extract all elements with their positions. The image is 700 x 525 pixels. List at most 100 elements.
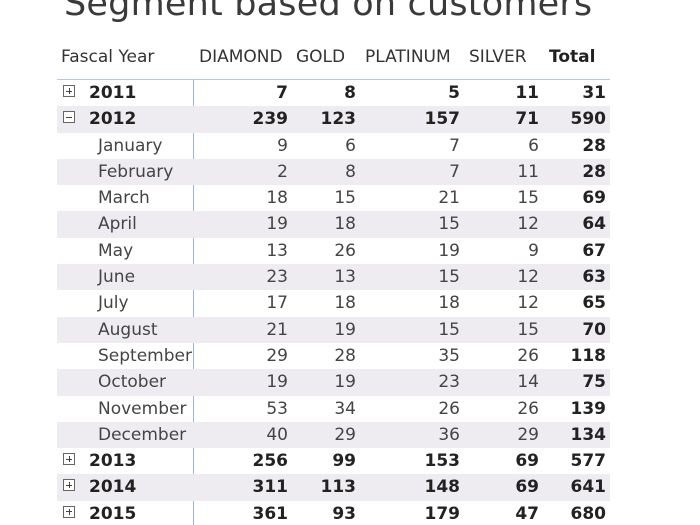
expand-icon[interactable] — [63, 505, 75, 518]
cell-diamond: 53 — [266, 398, 288, 419]
expand-icon[interactable] — [63, 479, 75, 492]
column-header-fiscal-year[interactable]: Fascal Year — [61, 47, 155, 67]
cell-total: 134 — [570, 424, 607, 445]
cell-silver: 11 — [515, 83, 539, 103]
expand-icon[interactable] — [63, 85, 75, 97]
cell-gold: 34 — [334, 398, 356, 419]
cell-platinum: 179 — [424, 503, 461, 524]
collapse-icon[interactable] — [63, 111, 75, 124]
cell-platinum: 36 — [438, 424, 460, 445]
row-header-divider — [193, 80, 194, 525]
cell-platinum: 18 — [438, 293, 460, 314]
cell-platinum: 26 — [438, 398, 460, 419]
cell-platinum: 19 — [438, 240, 460, 261]
matrix-month-row[interactable]: February 2 8 7 11 28 — [57, 158, 610, 186]
cell-total: 31 — [582, 83, 606, 103]
column-header-silver[interactable]: SILVER — [469, 47, 527, 67]
cell-silver: 47 — [515, 503, 539, 524]
matrix-month-row[interactable]: May 13 26 19 9 67 — [57, 238, 610, 264]
matrix-month-row[interactable]: January 9 6 7 6 28 — [57, 133, 610, 159]
cell-gold: 19 — [334, 372, 356, 393]
visual-title: Segment based on customers — [64, 0, 593, 24]
cell-platinum: 35 — [438, 345, 460, 366]
cell-total: 65 — [582, 293, 606, 314]
matrix-month-row[interactable]: March 18 15 21 15 69 — [57, 185, 610, 211]
matrix-month-row[interactable]: November 53 34 26 26 139 — [57, 396, 610, 422]
cell-gold: 18 — [334, 214, 356, 235]
row-label: 2011 — [89, 83, 137, 103]
matrix-month-row[interactable]: July 17 18 18 12 65 — [57, 290, 610, 316]
row-label: July — [98, 293, 129, 314]
cell-gold: 99 — [332, 451, 356, 472]
cell-diamond: 2 — [277, 161, 288, 182]
cell-platinum: 15 — [438, 267, 460, 288]
cell-diamond: 18 — [266, 188, 288, 209]
cell-diamond: 9 — [277, 135, 288, 156]
cell-total: 590 — [570, 109, 607, 130]
row-label: February — [98, 161, 174, 182]
cell-silver: 29 — [517, 424, 539, 445]
row-label: May — [98, 240, 134, 261]
matrix-year-row[interactable]: 2013 256 99 153 69 577 — [57, 448, 610, 474]
cell-platinum: 148 — [424, 477, 461, 498]
cell-gold: 8 — [345, 161, 356, 182]
cell-silver: 69 — [515, 477, 539, 498]
row-label: 2015 — [89, 503, 137, 524]
cell-gold: 19 — [334, 319, 356, 340]
row-label: January — [98, 135, 163, 156]
cell-total: 64 — [582, 214, 606, 235]
row-label: October — [98, 372, 167, 393]
column-header-total[interactable]: Total — [549, 47, 596, 67]
cell-platinum: 157 — [424, 109, 461, 130]
matrix-year-row[interactable]: 2011 7 8 5 11 31 — [57, 80, 610, 106]
matrix-body: 2011 7 8 5 11 31 2012 239 123 157 71 590 January 9 6 7 6… — [57, 80, 610, 525]
matrix-year-row[interactable]: 2015 361 93 179 47 680 — [57, 501, 610, 525]
cell-total: 118 — [570, 345, 607, 366]
column-header-gold[interactable]: GOLD — [296, 47, 346, 67]
column-header-platinum[interactable]: PLATINUM — [365, 47, 451, 67]
cell-diamond: 29 — [266, 345, 288, 366]
cell-total: 28 — [582, 135, 606, 156]
matrix-month-row[interactable]: September 29 28 35 26 118 — [57, 343, 610, 369]
row-label: December — [98, 424, 187, 445]
cell-platinum: 7 — [449, 135, 460, 156]
row-label: August — [98, 319, 158, 340]
cell-silver: 12 — [517, 214, 539, 235]
cell-gold: 13 — [334, 267, 356, 288]
cell-platinum: 5 — [448, 83, 460, 103]
cell-gold: 93 — [332, 503, 356, 524]
row-label: March — [98, 188, 150, 209]
row-label: September — [98, 345, 192, 366]
cell-total: 139 — [570, 398, 607, 419]
cell-total: 70 — [582, 319, 606, 340]
cell-diamond: 23 — [266, 267, 288, 288]
matrix-year-row[interactable]: 2014 311 113 148 69 641 — [57, 474, 610, 501]
cell-gold: 6 — [345, 135, 356, 156]
cell-total: 69 — [582, 188, 606, 209]
matrix-month-row[interactable]: June 23 13 15 12 63 — [57, 264, 610, 291]
matrix-month-row[interactable]: April 19 18 15 12 64 — [57, 211, 610, 238]
cell-platinum: 23 — [438, 372, 460, 393]
cell-platinum: 7 — [449, 161, 460, 182]
matrix-year-row[interactable]: 2012 239 123 157 71 590 — [57, 106, 610, 133]
row-label: 2013 — [89, 451, 137, 472]
cell-gold: 15 — [334, 188, 356, 209]
matrix-month-row[interactable]: December 40 29 36 29 134 — [57, 421, 610, 449]
cell-gold: 28 — [334, 345, 356, 366]
cell-total: 75 — [582, 372, 606, 393]
cell-silver: 69 — [515, 451, 539, 472]
matrix-month-row[interactable]: October 19 19 23 14 75 — [57, 369, 610, 396]
cell-platinum: 21 — [438, 188, 460, 209]
cell-total: 680 — [570, 503, 607, 524]
cell-silver: 12 — [517, 267, 539, 288]
expand-icon[interactable] — [63, 453, 75, 466]
cell-gold: 18 — [334, 293, 356, 314]
cell-gold: 113 — [320, 477, 357, 498]
cell-gold: 123 — [320, 109, 357, 130]
row-label: 2012 — [89, 109, 137, 130]
cell-total: 63 — [582, 267, 606, 288]
column-header-diamond[interactable]: DIAMOND — [199, 47, 283, 67]
matrix-month-row[interactable]: August 21 19 15 15 70 — [57, 316, 610, 343]
cell-diamond: 7 — [276, 83, 288, 103]
cell-silver: 9 — [528, 240, 539, 261]
